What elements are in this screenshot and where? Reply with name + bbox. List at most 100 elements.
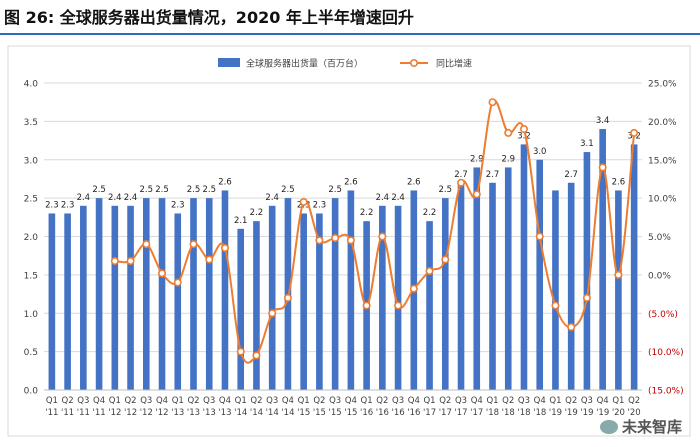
bar-data-label: 3.0 bbox=[533, 147, 547, 157]
growth-line-series bbox=[110, 98, 639, 364]
left-tick-label: 2.0 bbox=[24, 233, 39, 243]
x-tick-quarter: Q2 bbox=[250, 396, 262, 406]
bar-data-label: 2.3 bbox=[61, 200, 75, 210]
x-tick-year: '20 bbox=[628, 408, 641, 418]
bar bbox=[615, 190, 622, 390]
x-tick-year: '18 bbox=[502, 408, 515, 418]
bar bbox=[331, 198, 339, 390]
x-tick-quarter: Q3 bbox=[581, 396, 593, 406]
bar bbox=[127, 205, 134, 390]
right-axis: (15.0%) (10.0%) (5.0%) 0.0% 5.0% 10.0% 15.0% 20… bbox=[648, 80, 684, 397]
bar bbox=[48, 213, 56, 390]
left-tick-label: 1.0 bbox=[24, 310, 39, 320]
growth-point bbox=[598, 163, 607, 172]
bar bbox=[536, 159, 544, 390]
x-tick-year: '19 bbox=[580, 408, 593, 418]
growth-point bbox=[110, 257, 119, 266]
x-tick-year: '11 bbox=[77, 408, 90, 418]
x-tick-quarter: Q2 bbox=[124, 396, 136, 406]
x-tick-quarter: Q2 bbox=[565, 396, 577, 406]
chart-frame bbox=[7, 45, 691, 437]
bar-data-labels: 2.3 2.32.42.52.4 2.42.5 2.52.32.5 2.52.62.12… bbox=[45, 116, 641, 226]
right-tick-label: (15.0%) bbox=[648, 387, 684, 397]
x-tick-quarter: Q4 bbox=[408, 396, 420, 406]
x-tick-year: '13 bbox=[218, 408, 231, 418]
bar-data-label: 3.1 bbox=[580, 139, 594, 149]
growth-point bbox=[457, 178, 466, 187]
growth-point bbox=[488, 98, 497, 107]
x-tick-quarter: Q2 bbox=[376, 396, 388, 406]
x-tick-quarter: Q1 bbox=[549, 396, 561, 406]
bar-data-label: 2.5 bbox=[202, 185, 216, 195]
bar bbox=[630, 144, 638, 390]
x-tick-quarter: Q1 bbox=[486, 396, 498, 406]
left-tick-label: 0.5 bbox=[24, 348, 38, 358]
x-tick-quarter: Q1 bbox=[423, 396, 435, 406]
x-tick-year: '12 bbox=[124, 408, 137, 418]
right-tick-label: 5.0% bbox=[648, 233, 671, 243]
bar-data-label: 2.4 bbox=[108, 193, 122, 203]
right-tick-label: 25.0% bbox=[648, 80, 677, 90]
x-tick-year: '19 bbox=[596, 408, 609, 418]
x-tick-quarter: Q3 bbox=[77, 396, 89, 406]
bar-data-label: 2.3 bbox=[171, 200, 185, 210]
legend-line-label: 同比增速 bbox=[436, 58, 472, 70]
bar bbox=[457, 182, 465, 390]
bar bbox=[174, 213, 182, 390]
bar bbox=[190, 198, 197, 390]
right-tick-label: (5.0%) bbox=[648, 310, 678, 320]
bar bbox=[583, 152, 591, 390]
watermark: 未来智库 bbox=[599, 416, 682, 437]
right-tick-label: (10.0%) bbox=[648, 348, 684, 358]
bar bbox=[80, 205, 87, 390]
growth-point bbox=[630, 128, 639, 137]
bar bbox=[552, 190, 559, 390]
x-tick-quarter: Q4 bbox=[219, 396, 231, 406]
growth-point bbox=[126, 257, 135, 266]
x-tick-year: '19 bbox=[565, 408, 578, 418]
bar bbox=[599, 129, 606, 391]
bar bbox=[300, 213, 307, 390]
bar-data-label: 2.6 bbox=[218, 177, 232, 187]
bar bbox=[237, 228, 245, 390]
bar-data-label: 2.7 bbox=[564, 170, 578, 180]
bar-data-label: 2.4 bbox=[391, 193, 405, 203]
x-tick-year: '13 bbox=[171, 408, 184, 418]
bar-series bbox=[48, 129, 638, 391]
growth-point bbox=[535, 232, 544, 241]
x-tick-quarter: Q1 bbox=[46, 396, 58, 406]
growth-point bbox=[614, 270, 623, 279]
x-tick-year: '18 bbox=[486, 408, 499, 418]
bar bbox=[489, 182, 496, 390]
x-tick-year: '17 bbox=[470, 408, 483, 418]
x-tick-year: '17 bbox=[454, 408, 467, 418]
growth-point bbox=[236, 347, 245, 356]
bar-data-label: 2.6 bbox=[344, 177, 358, 187]
bar bbox=[504, 167, 512, 390]
x-tick-year: '11 bbox=[93, 408, 106, 418]
x-tick-quarter: Q1 bbox=[361, 396, 373, 406]
bar-data-label: 3.2 bbox=[517, 131, 531, 141]
x-tick-year: '16 bbox=[407, 408, 420, 418]
x-axis: Q1'11Q2'11Q3'11Q4'11Q1'12Q2'12Q3'12Q4'12… bbox=[44, 389, 642, 418]
bar bbox=[379, 205, 386, 390]
right-tick-label: 20.0% bbox=[648, 118, 677, 128]
x-tick-quarter: Q4 bbox=[534, 396, 546, 406]
bar-data-label: 2.6 bbox=[612, 177, 626, 187]
bar bbox=[316, 213, 323, 390]
x-tick-quarter: Q1 bbox=[109, 396, 121, 406]
x-tick-year: '16 bbox=[392, 408, 405, 418]
growth-point bbox=[299, 197, 308, 206]
growth-point bbox=[582, 293, 591, 302]
x-tick-quarter: Q3 bbox=[392, 396, 404, 406]
bar bbox=[64, 213, 71, 390]
growth-point bbox=[409, 284, 418, 293]
bar bbox=[441, 198, 449, 390]
bar bbox=[111, 205, 119, 390]
growth-point bbox=[205, 255, 214, 264]
growth-point bbox=[315, 236, 324, 245]
bar-data-label: 2.4 bbox=[376, 193, 390, 203]
bar-data-label: 2.2 bbox=[250, 208, 264, 218]
growth-point bbox=[425, 267, 434, 276]
